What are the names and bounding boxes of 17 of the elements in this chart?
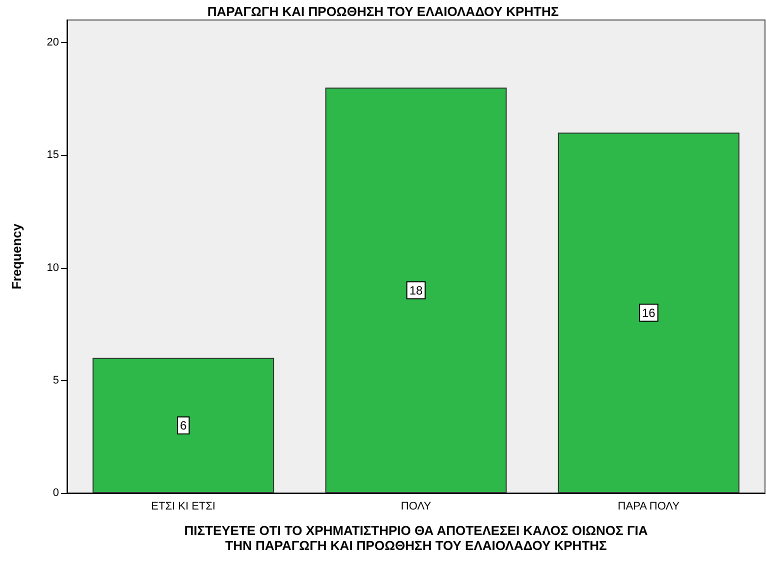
x-axis-title: ΠΙΣΤΕΥΕΤΕ ΟΤΙ ΤΟ ΧΡΗΜΑΤΙΣΤΗΡΙΟ ΘΑ ΑΠΟΤΕΛΕΣΕΙ ΚΑΛΟΣ ΟΙΩΝΟΣ ΓΙΑ ΤΗΝ ΠΑΡΑΓΩΓΗ ΚΑΙ ΠΡΟΩΘΗΣΗ ΤΟΥ ΕΛΑΙΟΛΑΔΟΥ ΚΡΗΤΗΣ bbox=[184, 523, 648, 553]
y-axis-title: Frequency bbox=[9, 222, 24, 290]
data-label: 18 bbox=[409, 283, 423, 298]
data-label: 16 bbox=[642, 306, 656, 320]
x-tick-label: ΠΑΡΑ ΠΟΛΥ bbox=[618, 500, 680, 512]
bar bbox=[325, 88, 507, 493]
data-label: 6 bbox=[180, 418, 187, 432]
x-tick-label: ΕΤΣΙ ΚΙ ΕΤΣΙ bbox=[151, 500, 216, 512]
y-tick-label: 0 bbox=[52, 487, 59, 499]
bar bbox=[92, 358, 274, 493]
x-tick-label: ΠΟΛΥ bbox=[400, 500, 432, 512]
y-tick-label: 5 bbox=[52, 374, 59, 386]
y-tick-label: 20 bbox=[46, 36, 59, 49]
y-tick-label: 15 bbox=[46, 149, 59, 162]
chart-title: ΠΑΡΑΓΩΓΗ ΚΑΙ ΠΡΟΩΘΗΣΗ ΤΟΥ ΕΛΑΙΟΛΑΔΟΥ ΚΡΗΤΗΣ bbox=[207, 4, 559, 19]
bar bbox=[558, 132, 740, 493]
y-tick-label: 10 bbox=[46, 262, 59, 274]
